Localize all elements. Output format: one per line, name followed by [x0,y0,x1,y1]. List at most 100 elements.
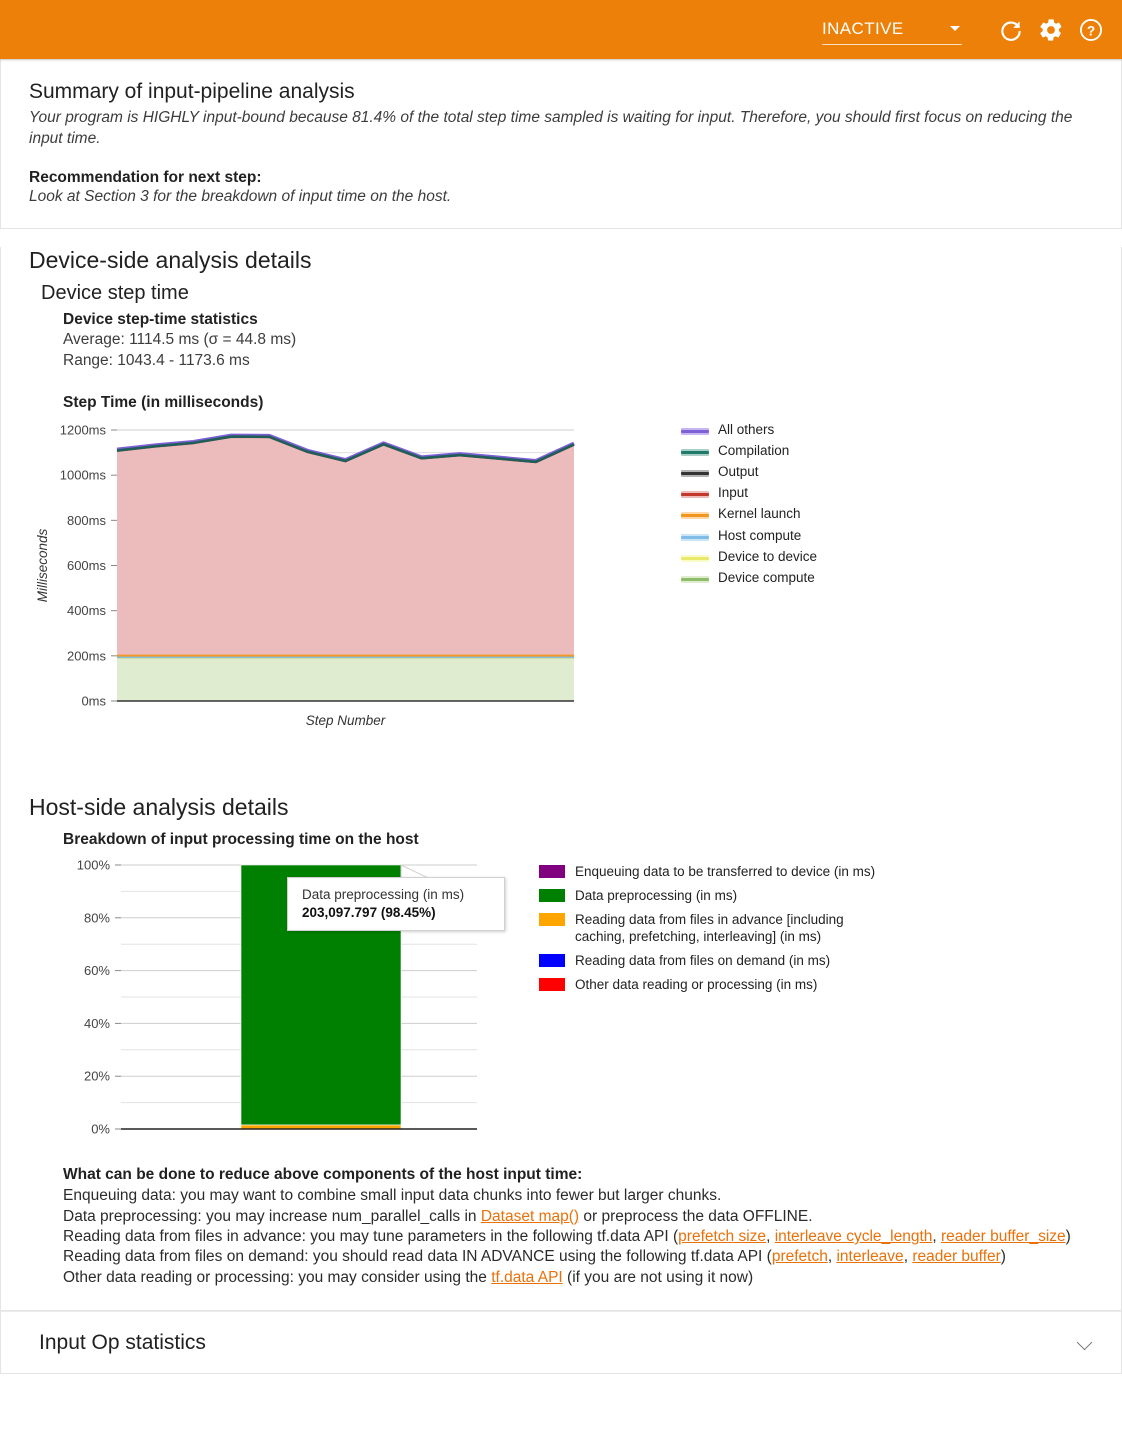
advice-line: Reading data from files on demand: you s… [63,1248,1006,1266]
host-breakdown-chart[interactable]: 0% 20% 40% 60% 80% 100% Data preprocessing (i… [29,857,1093,1157]
advice-line: Enqueuing data: you may want to combine … [63,1187,722,1205]
svg-text:1200ms: 1200ms [60,422,107,437]
legend-swatch [539,864,565,878]
legend-label: Kernel launch [718,506,801,522]
svg-text:60%: 60% [84,963,110,978]
stats-range: Range: 1043.4 - 1173.6 ms [63,351,250,369]
legend-label: Enqueuing data to be transferred to devi… [575,863,876,879]
svg-text:80%: 80% [84,910,110,925]
legend-swatch [681,577,709,581]
app-header-bar: INACTIVE ? [0,0,1122,62]
advice-link[interactable]: reader buffer_size [941,1228,1066,1246]
legend-swatch [681,450,709,454]
advice-link[interactable]: prefetch [771,1248,828,1266]
svg-text:0%: 0% [91,1121,110,1136]
advice-link[interactable]: Dataset map() [480,1207,580,1225]
host-breakdown-chart-legend: Enqueuing data to be transferred to devi… [539,863,895,1001]
help-icon[interactable]: ? [1078,17,1104,43]
gear-icon[interactable] [1038,17,1064,43]
page-title: Summary of input-pipeline analysis [29,80,355,103]
advice-link[interactable]: reader buffer [912,1248,1001,1266]
advice-line: Reading data from files in advance: you … [63,1228,1071,1246]
legend-item[interactable]: Device to device [681,549,817,570]
legend-label: Input [718,485,749,501]
host-advice-block: What can be done to reduce above compone… [63,1165,1093,1289]
legend-swatch [539,888,565,902]
legend-swatch [681,472,709,476]
legend-swatch [539,954,565,968]
legend-swatch [681,493,709,497]
stats-title: Device step-time statistics [63,310,258,328]
input-op-statistics-label: Input Op statistics [39,1330,206,1354]
legend-label: Host compute [718,527,802,543]
legend-item[interactable]: Device compute [681,570,817,591]
legend-label: Reading data from files in advance [incl… [575,911,844,945]
svg-text:Step Number: Step Number [306,713,386,728]
legend-item[interactable]: Data preprocessing (in ms) [539,887,895,905]
tooltip-label: Data preprocessing (in ms) [302,886,465,902]
legend-swatch [681,535,709,539]
advice-link[interactable]: prefetch size [678,1228,767,1246]
legend-item[interactable]: Output [681,464,817,485]
svg-text:600ms: 600ms [67,558,107,573]
svg-text:Milliseconds: Milliseconds [35,528,50,602]
legend-item[interactable]: Other data reading or processing (in ms) [539,976,895,994]
legend-label: Device compute [718,569,815,585]
advice-line: Data preprocessing: you may increase num… [63,1207,813,1225]
step-time-chart-legend: All others Compilation Output Input Kernel l… [681,422,817,592]
advice-link[interactable]: interleave cycle_length [774,1228,933,1246]
legend-swatch [681,556,709,560]
recommendation-body: Look at Section 3 for the breakdown of i… [29,188,452,206]
legend-swatch [539,978,565,992]
legend-item[interactable]: Host compute [681,528,817,549]
svg-text:400ms: 400ms [67,603,107,618]
advice-link[interactable]: interleave [836,1248,904,1266]
host-section-heading: Host-side analysis details [29,793,289,820]
host-breakdown-chart-title: Breakdown of input processing time on th… [63,830,419,848]
advice-line: Other data reading or processing: you ma… [63,1268,754,1286]
svg-text:1000ms: 1000ms [60,467,107,482]
run-state-select[interactable]: INACTIVE [822,15,962,45]
legend-item[interactable]: Reading data from files on demand (in ms… [539,952,895,970]
step-time-chart-title: Step Time (in milliseconds) [63,393,264,411]
chevron-down-icon[interactable] [1077,1337,1097,1349]
svg-text:?: ? [1087,23,1095,38]
summary-card: Summary of input-pipeline analysis Your … [0,59,1122,229]
summary-body: Your program is HIGHLY input-bound becau… [29,109,1073,147]
run-state-value: INACTIVE [822,18,904,38]
svg-text:0ms: 0ms [81,693,106,708]
device-step-time-subheading: Device step time [41,281,189,304]
legend-swatch [681,429,709,433]
legend-item[interactable]: Reading data from files in advance [incl… [539,911,895,946]
step-time-chart-canvas: 0ms 200ms 400ms 600ms 800ms 1000ms 1200ms Milli… [35,422,575,728]
legend-label: Output [718,464,759,480]
legend-label: Device to device [718,548,818,564]
legend-item[interactable]: Input [681,485,817,506]
chart-tooltip: Data preprocessing (in ms) 203,097.797 (… [287,876,505,931]
chevron-down-icon [950,26,960,31]
device-step-time-stats: Device step-time statistics Average: 111… [63,311,1093,372]
legend-label: Data preprocessing (in ms) [575,887,738,903]
device-section-heading: Device-side analysis details [29,246,312,273]
legend-label: Other data reading or processing (in ms) [575,977,818,993]
tooltip-value: 203,097.797 (98.45%) [302,904,436,920]
input-op-statistics-toggle[interactable]: Input Op statistics [1,1311,1121,1373]
svg-text:100%: 100% [77,857,111,872]
legend-item[interactable]: Enqueuing data to be transferred to devi… [539,863,895,881]
svg-text:800ms: 800ms [67,513,107,528]
analysis-card: Device-side analysis details Device step… [0,246,1122,1312]
svg-text:20%: 20% [84,1068,110,1083]
legend-item[interactable]: Compilation [681,443,817,464]
stats-average: Average: 1114.5 ms (σ = 44.8 ms) [63,330,297,348]
input-op-statistics-card: Input Op statistics [0,1311,1122,1375]
legend-item[interactable]: Kernel launch [681,506,817,527]
legend-swatch [539,912,565,926]
legend-swatch [681,514,709,518]
legend-item[interactable]: All others [681,422,817,443]
svg-text:40%: 40% [84,1016,110,1031]
advice-link[interactable]: tf.data API [491,1268,563,1286]
recommendation-label: Recommendation for next step: [29,169,262,187]
step-time-chart[interactable]: 0ms 200ms 400ms 600ms 800ms 1000ms 1200ms Milli… [29,418,1093,728]
legend-label: Compilation [718,442,790,458]
refresh-icon[interactable] [998,17,1024,43]
